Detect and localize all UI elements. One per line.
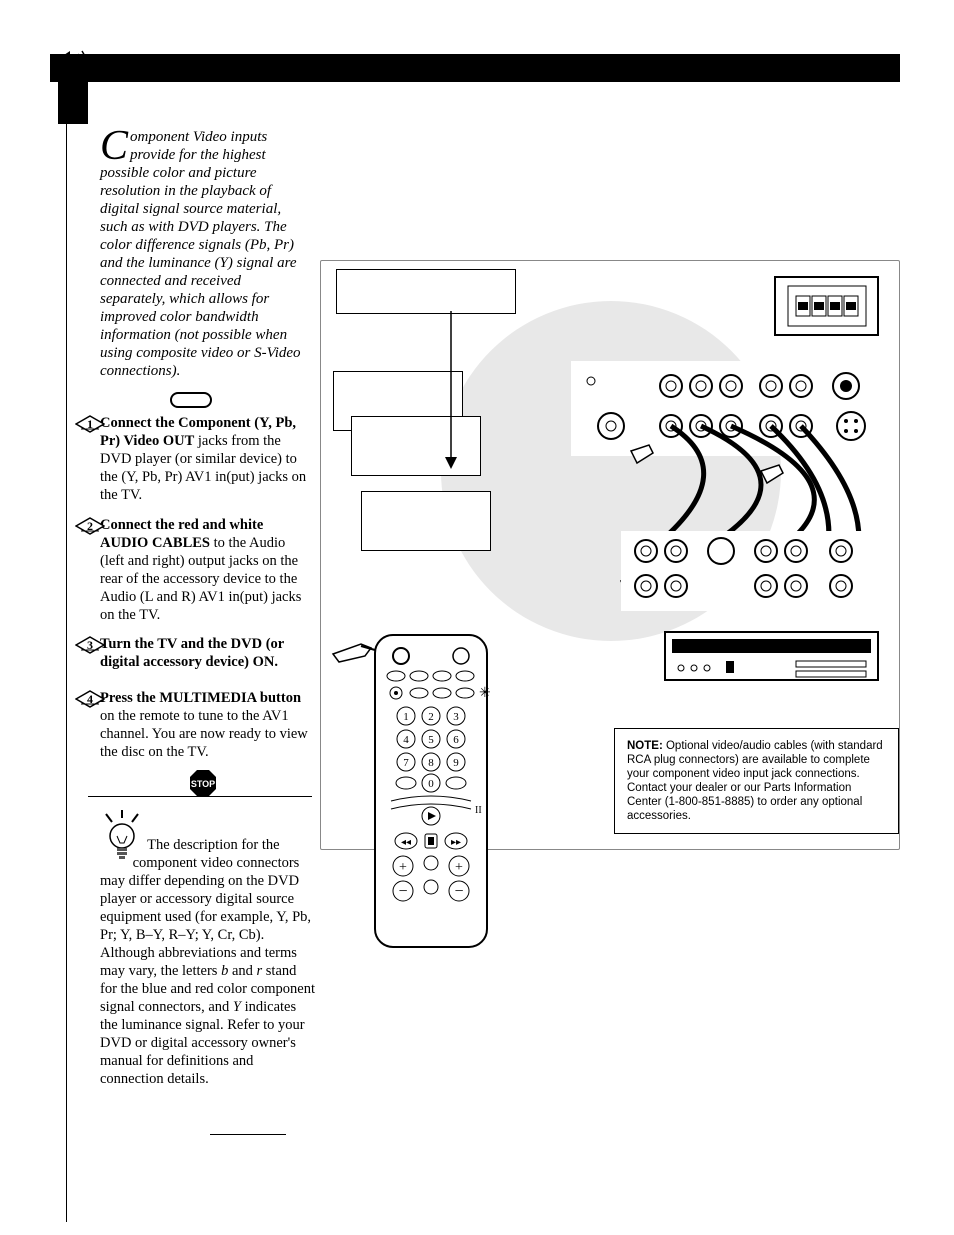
step-3: 3 Turn the TV and the DVD (or digital ac…	[100, 635, 310, 671]
dropcap: C	[100, 128, 130, 162]
step-rest: on the remote to tune to the AV1 channel…	[100, 708, 308, 760]
svg-text:▸▸: ▸▸	[451, 837, 461, 848]
svg-text:2: 2	[428, 711, 434, 723]
intro-text: omponent Video inputs provide for the hi…	[100, 129, 301, 379]
note-box: NOTE: Optional video/audio cables (with …	[614, 728, 899, 834]
step-bold: Turn the TV and the DVD (or digital acce…	[100, 636, 284, 670]
svg-text:◂◂: ◂◂	[401, 837, 411, 848]
svg-text:+: +	[455, 860, 463, 875]
svg-text:II: II	[475, 805, 482, 816]
svg-text:−: −	[454, 883, 463, 900]
svg-text:7: 7	[403, 757, 409, 769]
step-1: 1 Connect the Component (Y, Pb, Pr) Vide…	[100, 414, 310, 504]
tip-underline	[210, 1134, 286, 1135]
divider	[88, 796, 312, 797]
step-diamond-icon: 3	[75, 636, 105, 654]
vertical-rule	[66, 82, 67, 1222]
step-2: 2 Connect the red and white AUDIO CABLES…	[100, 516, 310, 624]
step-bold: Press the MULTIMEDIA button	[100, 690, 301, 706]
tip-paragraph: The description for the component video …	[100, 836, 315, 1088]
step-diamond-icon: 4	[75, 690, 105, 708]
stop-icon: STOP	[188, 768, 218, 798]
intro-paragraph: Component Video inputs provide for the h…	[100, 128, 310, 380]
svg-text:4: 4	[403, 734, 409, 746]
pill-ornament	[170, 392, 212, 408]
sidebar-block	[58, 82, 88, 124]
step-diamond-icon: 1	[75, 415, 105, 433]
step-diamond-icon: 2	[75, 517, 105, 535]
step-4: 4 Press the MULTIMEDIA button on the rem…	[100, 689, 310, 761]
svg-text:6: 6	[453, 734, 459, 746]
svg-text:+: +	[399, 860, 407, 875]
svg-text:1: 1	[403, 711, 409, 723]
note-text: Optional video/audio cables (with standa…	[627, 740, 883, 822]
svg-text:8: 8	[428, 757, 434, 769]
svg-text:STOP: STOP	[191, 779, 215, 789]
dvd-jack-panel	[621, 531, 881, 611]
dvd-player	[664, 631, 879, 681]
svg-text:9: 9	[453, 757, 459, 769]
svg-text:3: 3	[453, 711, 459, 723]
hand-icon	[331, 636, 381, 666]
remote-control: ✳ 1 2 3 4 5 6 7 8 9 0 II ◂◂ ▸▸ +	[371, 631, 491, 951]
speaker-icon	[50, 49, 94, 83]
svg-text:0: 0	[428, 778, 434, 790]
svg-text:−: −	[398, 883, 407, 900]
svg-text:✳: ✳	[479, 686, 491, 701]
note-label: NOTE:	[627, 740, 663, 752]
svg-text:5: 5	[428, 734, 434, 746]
header-bar	[50, 54, 900, 82]
